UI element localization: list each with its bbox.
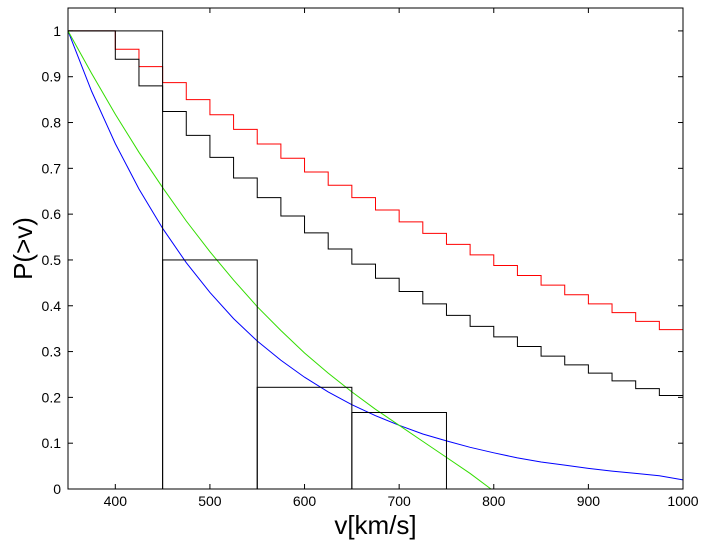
- x-tick-label: 900: [577, 493, 601, 509]
- y-tick-label: 0.1: [42, 435, 62, 451]
- x-tick-label: 1000: [667, 493, 698, 509]
- y-axis-title: P(>v): [8, 217, 38, 280]
- series-line-3: [67, 30, 492, 490]
- y-tick-label: 1: [53, 23, 61, 39]
- y-tick-label: 0.8: [42, 115, 62, 131]
- axis-layer: 400 500 600 700 800 900 1000 0 0.1 0.2 0.3 0.4 0.5 0.…: [42, 8, 699, 509]
- y-tick-label: 0.4: [42, 298, 62, 314]
- x-tick-label: 700: [387, 493, 411, 509]
- plot-frame: [67, 7, 684, 490]
- y-tick-label: 0.2: [42, 389, 62, 405]
- y-tick-label: 0: [53, 481, 61, 497]
- series-line-0: [68, 30, 683, 331]
- series-line-1: [68, 30, 683, 397]
- y-tick-label: 0.6: [42, 206, 62, 222]
- plot-area: [68, 8, 683, 489]
- y-tick-label: 0.9: [42, 69, 62, 85]
- x-tick-label: 600: [293, 493, 317, 509]
- series-line-2: [67, 30, 684, 481]
- y-tick-label: 0.7: [42, 160, 62, 176]
- x-tick-label: 800: [482, 493, 506, 509]
- x-axis-title: v[km/s]: [334, 510, 416, 540]
- y-tick-label: 0.3: [42, 344, 62, 360]
- y-tick-label: 0.5: [42, 252, 62, 268]
- x-tick-label: 500: [198, 493, 222, 509]
- x-tick-label: 400: [104, 493, 128, 509]
